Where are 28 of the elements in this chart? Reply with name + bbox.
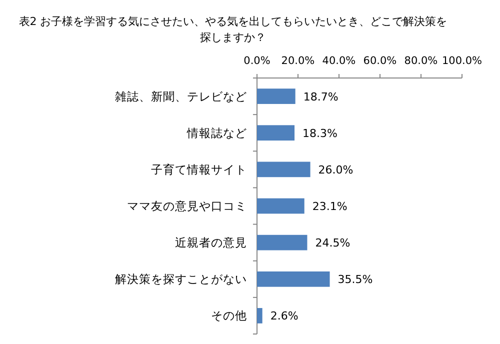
- data-label: 23.1%: [312, 200, 348, 213]
- data-label: 2.6%: [270, 310, 298, 323]
- x-tick-label: 80.0%: [404, 55, 438, 67]
- bar: [257, 234, 308, 250]
- y-tick-label: 雑誌、新聞、テレビなど: [115, 89, 247, 104]
- bar: [257, 271, 330, 287]
- chart-title: 表2 お子様を学習する気にさせたい、やる気を出してもらいたいとき、どこで解決策を探しますか？: [18, 14, 448, 46]
- data-label: 18.3%: [302, 126, 338, 140]
- bar: [257, 125, 295, 141]
- y-tick-label: 情報誌など: [186, 126, 247, 140]
- bar: [257, 308, 262, 324]
- y-tick-label: 解決策を探すことがない: [115, 272, 247, 286]
- data-label: 35.5%: [338, 273, 373, 286]
- x-tick-label: 60.0%: [363, 55, 397, 67]
- y-tick-label: 子育て情報サイト: [151, 162, 247, 176]
- data-label: 18.7%: [303, 90, 338, 104]
- x-tick-label: 100.0%: [442, 55, 482, 67]
- data-label: 24.5%: [315, 236, 350, 250]
- y-tick-label: 近親者の意見: [175, 236, 247, 250]
- x-tick-label: 20.0%: [281, 55, 315, 67]
- x-tick-label: 0.0%: [244, 55, 270, 67]
- y-tick-label: その他: [211, 308, 247, 323]
- bar: [257, 162, 310, 178]
- bar: [257, 198, 304, 214]
- y-tick-label: ママ友の意見や口コミ: [127, 199, 247, 213]
- x-tick-label: 40.0%: [322, 55, 356, 67]
- bar: [257, 88, 296, 104]
- data-label: 26.0%: [318, 163, 354, 176]
